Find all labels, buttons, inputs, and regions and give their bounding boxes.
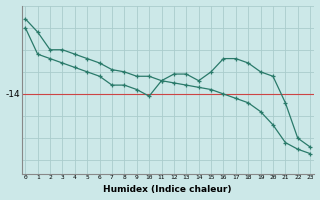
X-axis label: Humidex (Indice chaleur): Humidex (Indice chaleur)	[103, 185, 232, 194]
